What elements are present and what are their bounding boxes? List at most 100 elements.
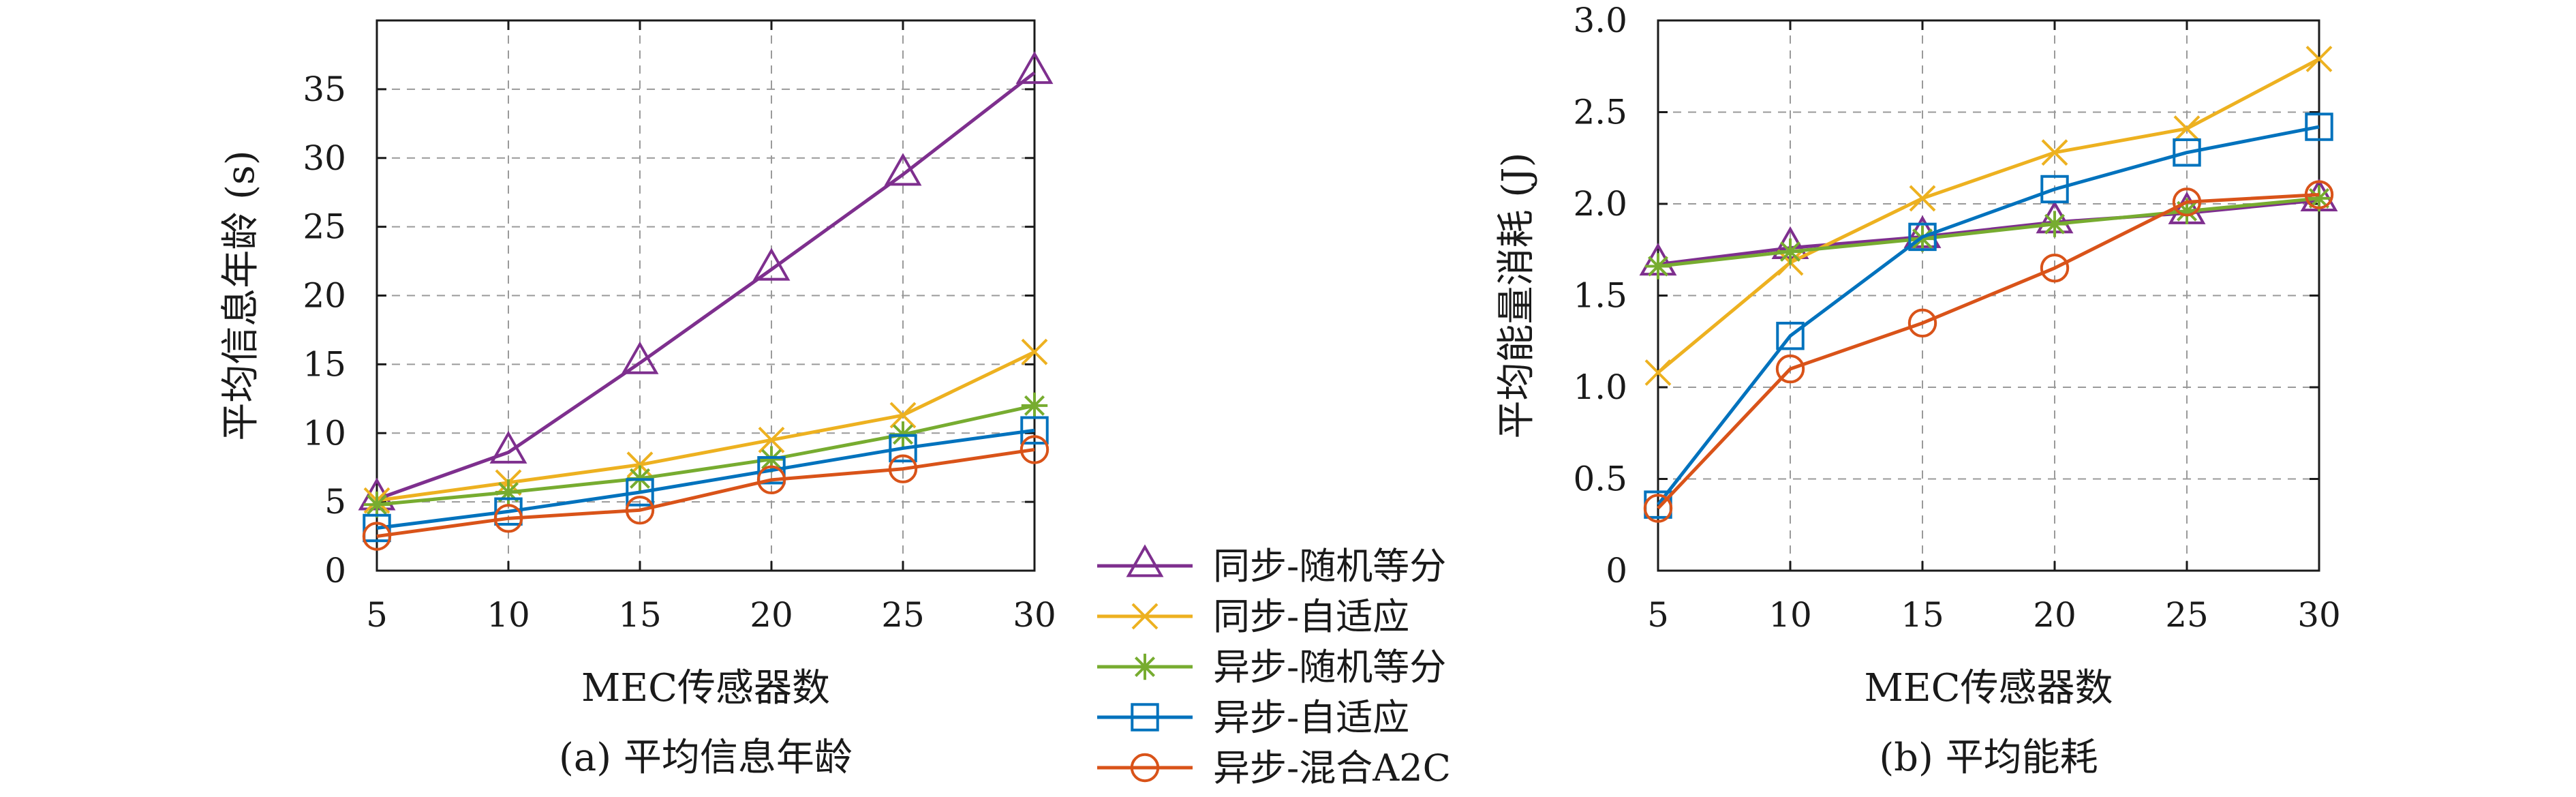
data-point: [1909, 185, 1936, 212]
data-point: [363, 513, 391, 543]
data-point: [1907, 308, 1937, 338]
grid: [1658, 20, 2319, 571]
cross-icon: [1131, 603, 1159, 630]
data-point: [2305, 46, 2333, 72]
legend-label: 异步-随机等分: [1213, 646, 1446, 689]
data-point: [1775, 354, 1805, 384]
data-point: [626, 478, 654, 507]
data-point: [2305, 112, 2333, 141]
series-line: [376, 350, 1036, 502]
data-point: [1021, 338, 1048, 365]
data-point: [621, 341, 659, 374]
data-point: [2041, 211, 2068, 237]
data-point: [626, 451, 654, 479]
x-tick-label: 30: [2297, 595, 2341, 635]
x-axis-label: MEC传感器数: [1864, 666, 2113, 710]
series-sync-random: [358, 51, 1054, 511]
circle-icon: [1130, 753, 1160, 783]
series-async-a2c: [362, 435, 1049, 551]
y-axis-label: 平均信息年龄 (s): [219, 150, 263, 440]
y-tick-label: 35: [303, 70, 346, 109]
data-point: [1020, 416, 1049, 445]
x-tick-label: 20: [2033, 595, 2076, 635]
chart-caption: (b) 平均能耗: [1879, 736, 2098, 780]
y-tick-label: 2.0: [1573, 184, 1627, 224]
data-point: [1019, 435, 1049, 464]
series-line: [376, 428, 1035, 530]
x-tick-label: 30: [1013, 595, 1056, 635]
y-tick-label: 2.5: [1573, 93, 1627, 132]
chart-caption: (a) 平均信息年龄: [559, 736, 853, 780]
x-tick-label: 25: [881, 595, 925, 635]
data-point: [2040, 175, 2069, 204]
legend-item-async-a2c: 异步-混合A2C: [1097, 747, 1451, 790]
y-tick-label: 30: [303, 138, 346, 178]
data-point: [1908, 222, 1937, 252]
data-point: [2173, 115, 2201, 142]
data-point: [752, 247, 791, 281]
data-point: [889, 434, 917, 463]
legend-label: 异步-自适应: [1213, 696, 1409, 739]
data-point: [1777, 238, 1804, 265]
data-point: [2304, 180, 2334, 209]
data-point: [2173, 138, 2201, 167]
series-sync-adaptive: [1644, 46, 2333, 386]
data-point: [362, 522, 392, 551]
data-point: [489, 430, 527, 464]
y-tick-label: 20: [303, 276, 346, 316]
data-point: [1776, 321, 1805, 350]
series-sync-random: [1639, 178, 2338, 276]
data-point: [1644, 359, 1672, 386]
chart-average-energy: 5 10 15 20 25 30 0 0.5 1.0 1.5 2.0 2.5 3.0 MEC传感器数 平均能…: [1494, 1, 2341, 780]
x-tick-label: 5: [1647, 595, 1669, 635]
legend-item-async-adaptive: 异步-自适应: [1097, 696, 1409, 739]
x-tick-label: 15: [1901, 595, 1944, 635]
legend-label: 同步-自适应: [1213, 595, 1409, 638]
y-tick-label: 10: [303, 413, 346, 453]
series-line: [1657, 193, 2320, 510]
y-tick-label: 0: [1606, 551, 1627, 590]
series-line: [1657, 57, 2320, 374]
data-point: [2040, 253, 2070, 283]
series-async-a2c: [1643, 180, 2334, 523]
x-tick-label: 10: [1768, 595, 1812, 635]
series-async-random: [363, 392, 1048, 518]
legend-label: 同步-随机等分: [1213, 545, 1446, 588]
data-point: [888, 454, 918, 483]
data-point: [2172, 187, 2202, 217]
data-point: [757, 456, 786, 485]
series-line: [1657, 198, 2320, 267]
square-icon: [1131, 703, 1159, 732]
data-point: [1643, 494, 1673, 523]
x-tick-label: 20: [750, 595, 793, 635]
y-tick-label: 1.0: [1573, 367, 1627, 407]
x-tick-label: 15: [618, 595, 662, 635]
data-point: [493, 504, 523, 533]
y-axis-label: 平均能量消耗 (J): [1494, 153, 1539, 439]
data-point: [625, 496, 655, 525]
y-tick-label: 0: [324, 551, 346, 590]
series-async-adaptive: [363, 416, 1049, 543]
x-tick-label: 25: [2165, 595, 2209, 635]
x-axis-label: MEC传感器数: [581, 666, 830, 710]
y-tick-label: 25: [303, 207, 346, 247]
data-point: [494, 497, 523, 526]
data-point: [2041, 139, 2068, 166]
data-point: [495, 479, 522, 506]
x-tick-label: 5: [366, 595, 388, 635]
legend-item-async-random: 异步-随机等分: [1097, 646, 1446, 689]
data-point: [889, 402, 917, 429]
grid: [377, 20, 1034, 571]
data-point: [756, 465, 786, 495]
x-tick-label: 10: [487, 595, 530, 635]
series-line: [376, 404, 1035, 507]
y-tick-label: 0.5: [1573, 460, 1627, 499]
y-tick-label: 15: [303, 344, 346, 384]
data-point: [1021, 392, 1048, 419]
data-point: [363, 491, 390, 518]
y-tick-label: 1.5: [1573, 276, 1627, 316]
y-tick-label: 3.0: [1573, 1, 1627, 40]
